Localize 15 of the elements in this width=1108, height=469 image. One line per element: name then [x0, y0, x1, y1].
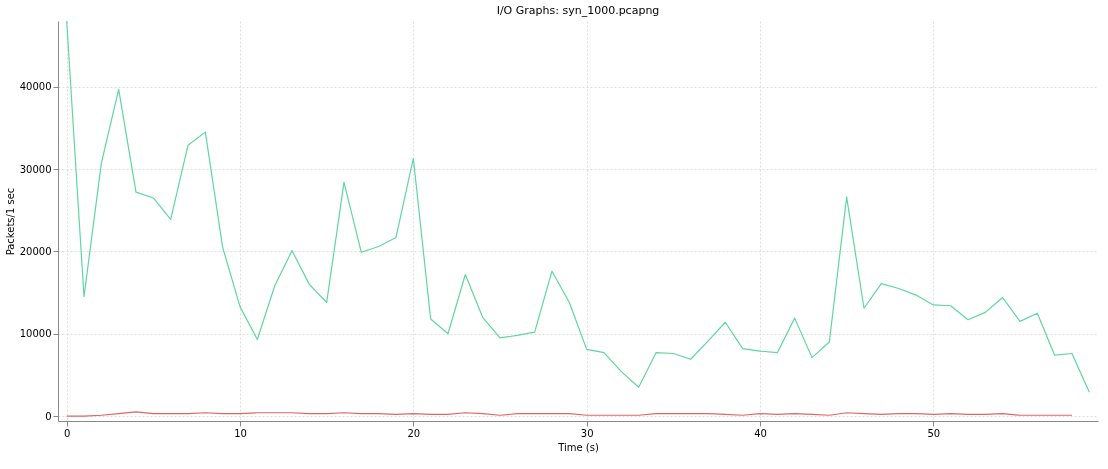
x-tick-label: 50	[927, 427, 941, 439]
x-tick-label: 30	[580, 427, 594, 439]
y-tick-label: 20000	[19, 245, 52, 257]
chart-title: I/O Graphs: syn_1000.pcapng	[496, 4, 660, 18]
x-tick-label: 0	[63, 427, 71, 439]
line-series	[66, 20, 1090, 393]
y-axis-title: Packets/1 sec	[4, 187, 16, 256]
x-tick-label: 20	[407, 427, 421, 439]
x-tick-label: 10	[234, 427, 247, 439]
y-tick-label: 30000	[19, 163, 52, 175]
y-tick-label: 10000	[19, 328, 52, 340]
x-axis-title: Time (s)	[557, 441, 599, 453]
y-tick-label: 0	[45, 410, 52, 422]
x-tick-label: 40	[754, 427, 767, 439]
y-tick-label: 40000	[19, 81, 52, 93]
